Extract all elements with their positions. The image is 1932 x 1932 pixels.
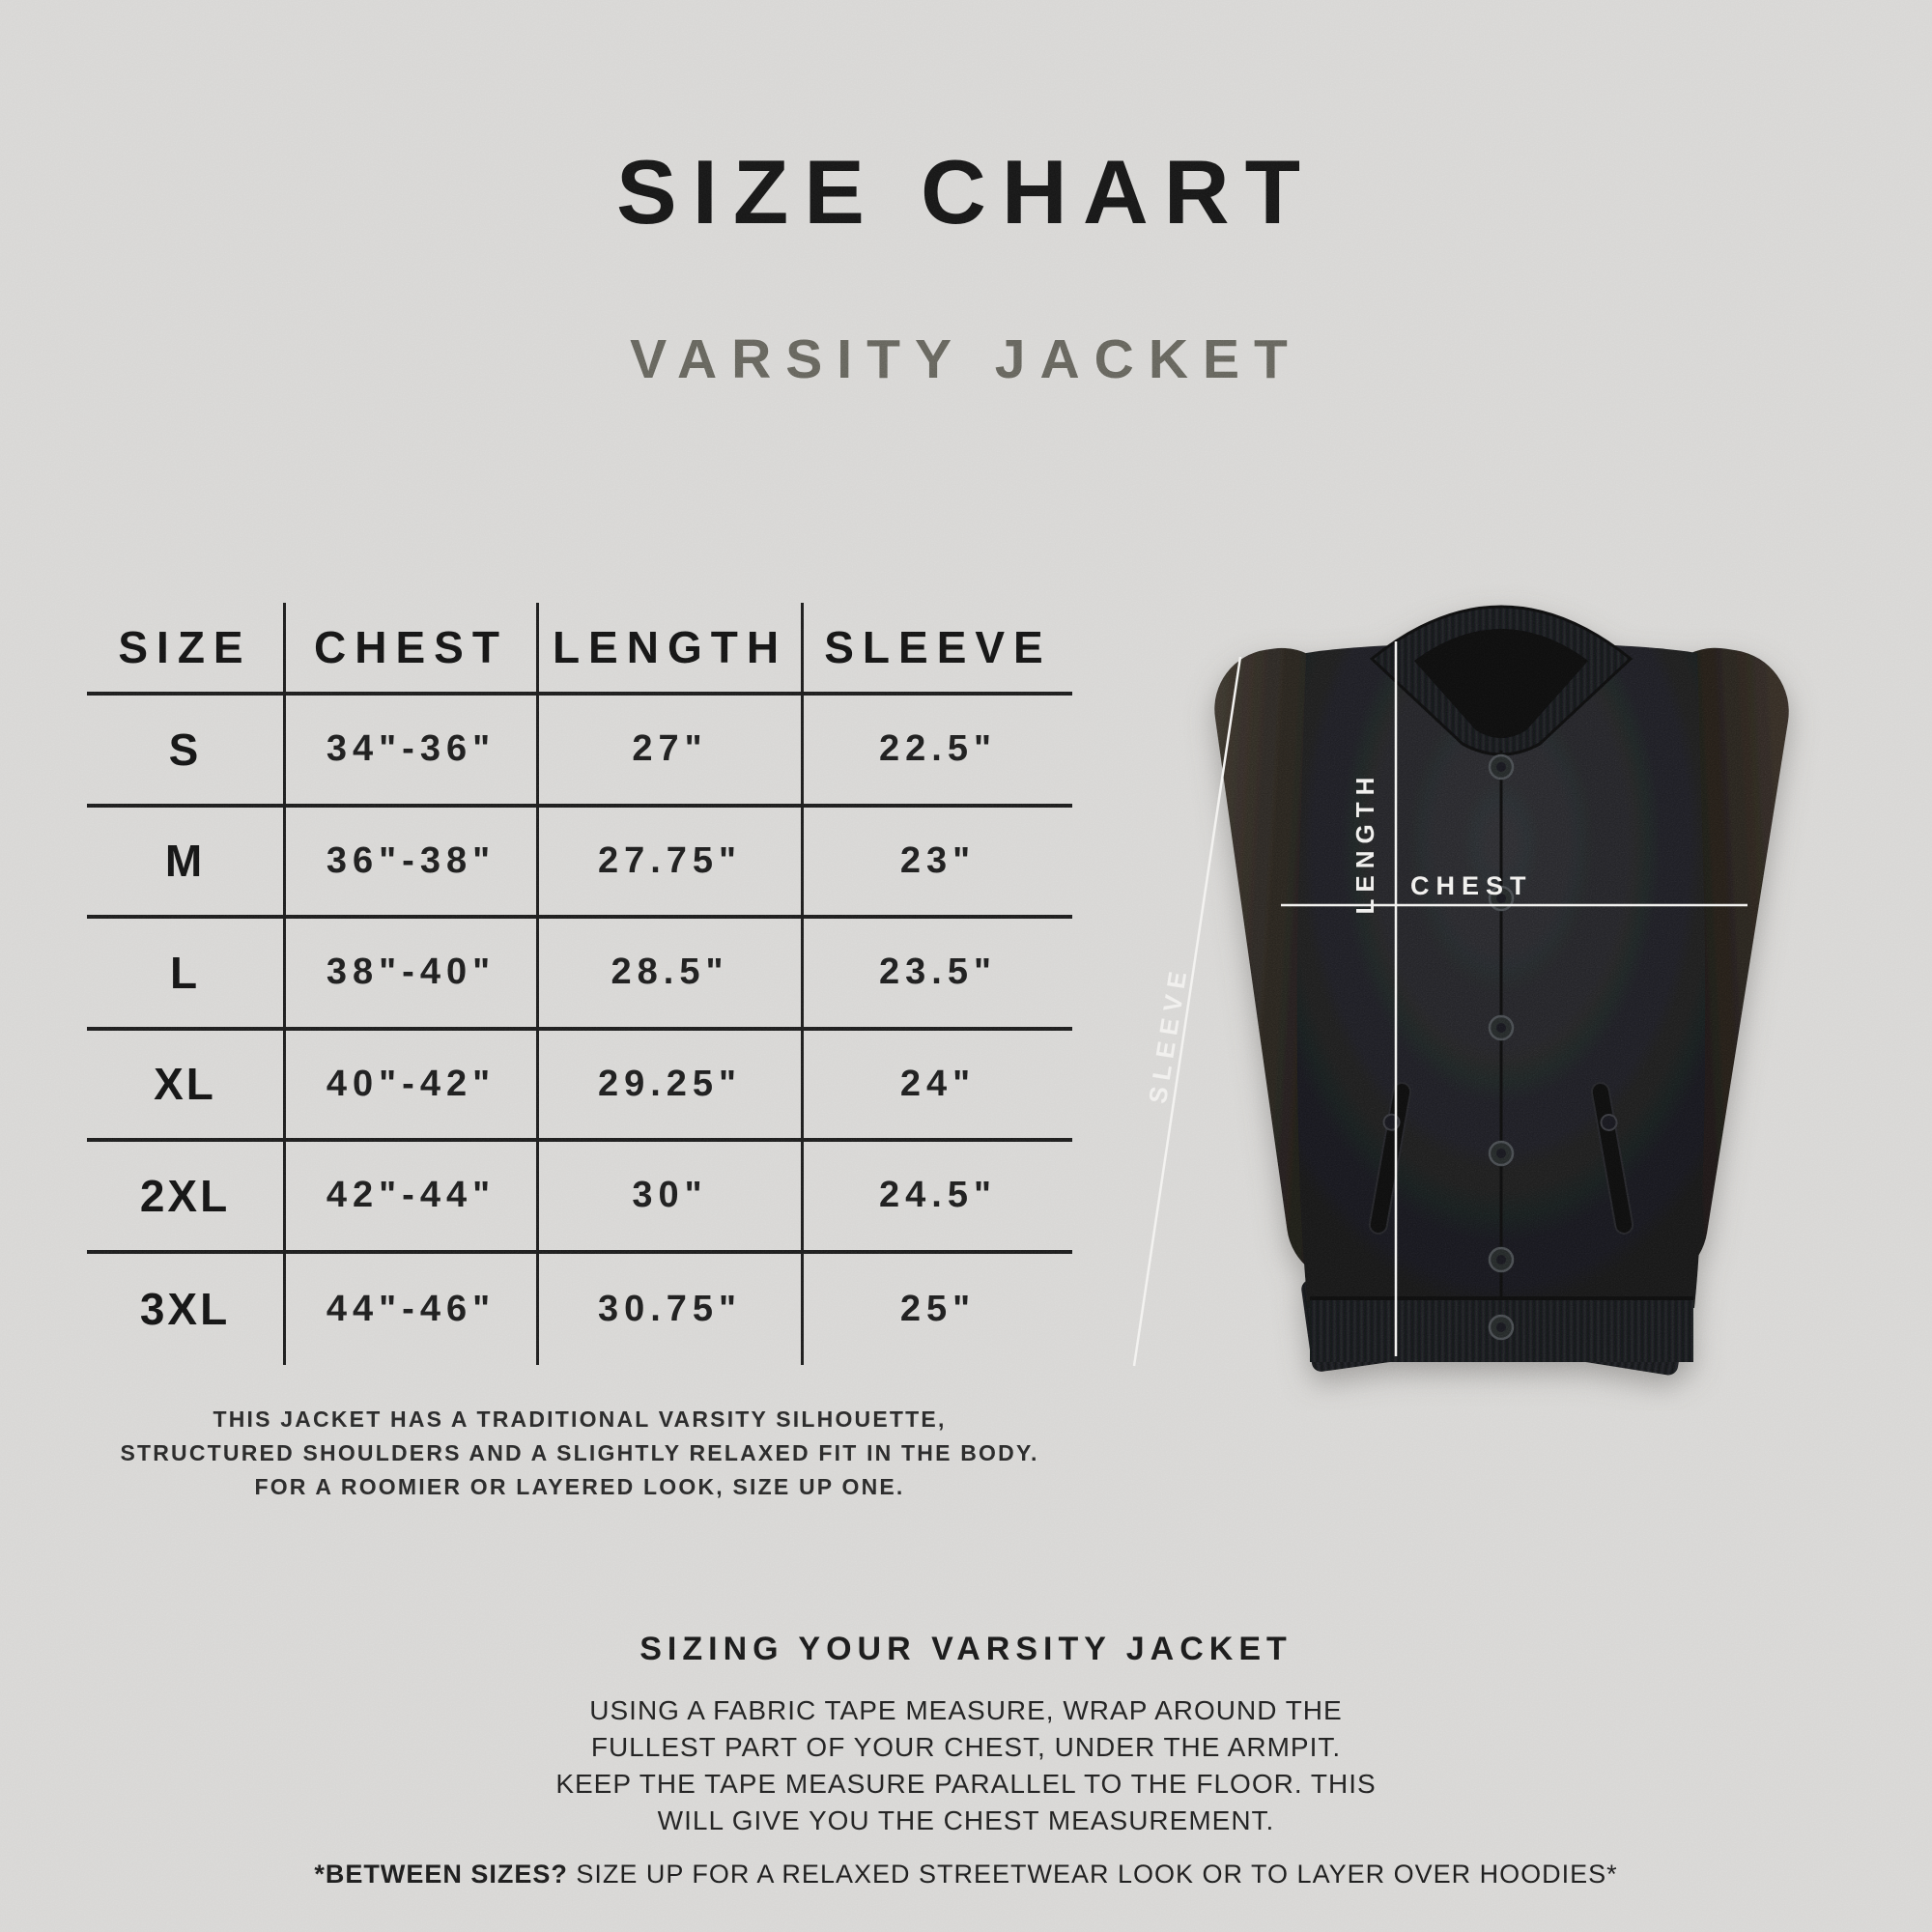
table-cell: 24" [804, 1031, 1072, 1142]
between-sizes-emphasis: *BETWEEN SIZES? [314, 1860, 568, 1889]
table-row-size: XL [87, 1030, 286, 1142]
table-cell: 30" [539, 1142, 804, 1254]
sleeve-label: SLEEVE [1143, 963, 1193, 1106]
sizing-guide-line: FULLEST PART OF YOUR CHEST, UNDER THE AR… [590, 1732, 1342, 1762]
between-sizes-rest: SIZE UP FOR A RELAXED STREETWEAR LOOK OR… [567, 1860, 1618, 1889]
table-cell: 44"-46" [286, 1253, 539, 1365]
table-cell: 24.5" [804, 1142, 1072, 1254]
fit-note-line: STRUCTURED SHOULDERS AND A SLIGHTLY RELA… [120, 1440, 1039, 1465]
table-cell: 23" [804, 808, 1072, 919]
table-row-size: L [87, 919, 286, 1031]
fit-note: THIS JACKET HAS A TRADITIONAL VARSITY SI… [87, 1403, 1072, 1504]
sizing-guide-line: USING A FABRIC TAPE MEASURE, WRAP AROUND… [589, 1695, 1343, 1725]
fit-note-line: FOR A ROOMIER OR LAYERED LOOK, SIZE UP O… [254, 1474, 905, 1499]
table-cell: 22.5" [804, 696, 1072, 808]
table-row-size: M [87, 807, 286, 919]
table-cell: 25" [899, 1288, 977, 1329]
length-label: LENGTH [1350, 771, 1379, 915]
table-cell: 23.5" [804, 919, 1072, 1031]
table-cell: 38"-40" [286, 919, 539, 1031]
table-cell: 30.75" [539, 1253, 804, 1365]
table-cell: 27" [539, 696, 804, 808]
table-cell: 40"-42" [286, 1030, 539, 1142]
column-header-sleeve: SLEEVE [804, 603, 1072, 696]
table-row-size: 3XL [87, 1253, 286, 1365]
table-cell: 34"-36" [286, 696, 539, 808]
column-header-chest: CHEST [286, 603, 539, 696]
sizing-guide-line: KEEP THE TAPE MEASURE PARALLEL TO THE FL… [555, 1769, 1377, 1799]
sizing-guide-text: USING A FABRIC TAPE MEASURE, WRAP AROUND… [0, 1692, 1932, 1839]
column-header-length: LENGTH [539, 603, 804, 696]
table-cell: 42"-44" [286, 1142, 539, 1254]
size-table: SIZE CHEST LENGTH SLEEVE S 34"-36" 27" 2… [87, 603, 1072, 1365]
sizing-guide-heading: SIZING YOUR VARSITY JACKET [639, 1631, 1293, 1667]
table-cell: 29.25" [539, 1030, 804, 1142]
table-row-size: 2XL [87, 1142, 286, 1254]
chest-label: CHEST [1410, 871, 1533, 900]
jacket-measurement-diagram: LENGTH CHEST SLEEVE [1074, 553, 1932, 1410]
sleeve-measure-line [1132, 656, 1242, 1367]
page-title: SIZE CHART [616, 141, 1316, 242]
table-cell: 27.75" [539, 807, 804, 919]
column-header-size: SIZE [87, 603, 286, 696]
table-row-size: S [87, 696, 286, 808]
between-sizes-note: *BETWEEN SIZES? SIZE UP FOR A RELAXED ST… [0, 1860, 1932, 1889]
fit-note-line: THIS JACKET HAS A TRADITIONAL VARSITY SI… [213, 1406, 947, 1432]
sizing-guide-line: WILL GIVE YOU THE CHEST MEASUREMENT. [657, 1805, 1275, 1835]
varsity-jacket-illustration: LENGTH CHEST SLEEVE [1132, 605, 1789, 1376]
table-cell: 36"-38" [286, 807, 539, 919]
page-subtitle: VARSITY JACKET [630, 328, 1302, 390]
table-cell: 28.5" [539, 919, 804, 1031]
